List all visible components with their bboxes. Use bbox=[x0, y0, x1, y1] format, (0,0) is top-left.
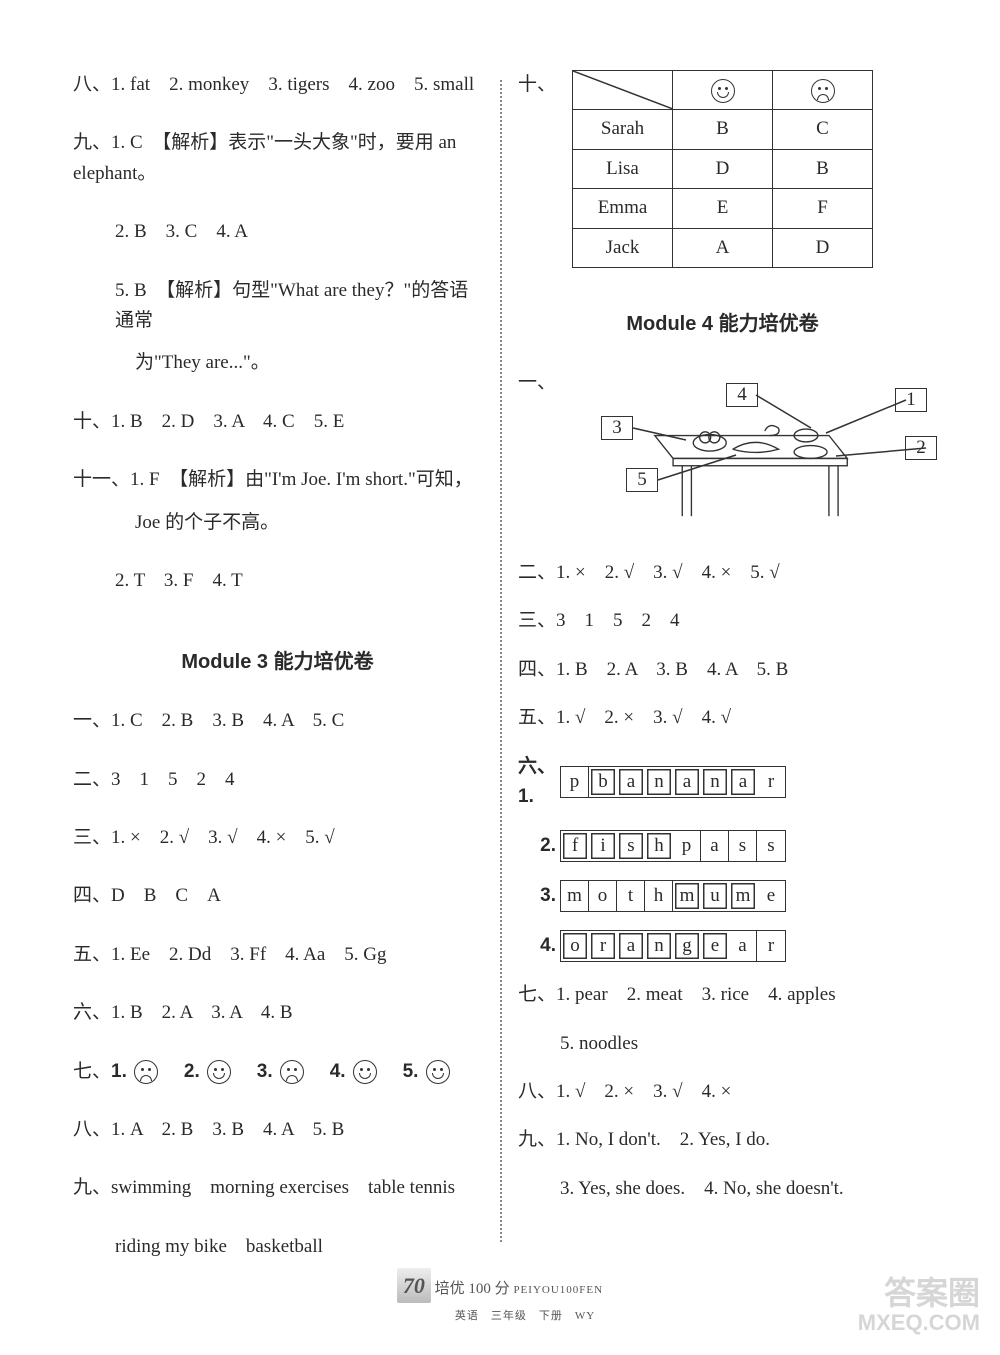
m3-1: 一、1. C 2. B 3. B 4. A 5. C bbox=[73, 706, 482, 736]
table-row: SarahBC bbox=[573, 110, 873, 149]
table-row bbox=[573, 71, 873, 110]
table-row: LisaDB bbox=[573, 149, 873, 188]
word-row: 六、1.pbananar bbox=[518, 752, 927, 813]
m3-8: 八、1. A 2. B 3. B 4. A 5. B bbox=[73, 1115, 482, 1145]
word-row: 4.orangear bbox=[518, 930, 927, 962]
right-column: 十、 SarahBC LisaDB EmmaEF JackAD Module 4… bbox=[500, 70, 945, 1262]
m4-9a: 九、1. No, I don't. 2. Yes, I do. bbox=[518, 1125, 927, 1155]
table-diagram: 1 2 3 4 5 bbox=[556, 378, 927, 538]
table-row: JackAD bbox=[573, 228, 873, 267]
table-row: EmmaEF bbox=[573, 189, 873, 228]
m3-3: 三、1. × 2. √ 3. √ 4. × 5. √ bbox=[73, 823, 482, 853]
m4-5: 五、1. √ 2. × 3. √ 4. √ bbox=[518, 703, 927, 733]
diagram-label: 3 bbox=[601, 416, 633, 440]
m3-7: 七、1. 2. 3. 4. 5. bbox=[73, 1057, 482, 1087]
q9-2: 2. B 3. C 4. A bbox=[73, 217, 482, 247]
q10: 十、1. B 2. D 3. A 4. C 5. E bbox=[73, 407, 482, 437]
column-divider bbox=[500, 80, 502, 1242]
m4-4: 四、1. B 2. A 3. B 4. A 5. B bbox=[518, 655, 927, 685]
letter-boxes: mothmume bbox=[560, 880, 786, 912]
m3-4: 四、D B C A bbox=[73, 881, 482, 911]
q9-1: 九、1. C 【解析】表示"一头大象"时，要用 an elephant。 bbox=[73, 128, 482, 189]
m4-8: 八、1. √ 2. × 3. √ 4. × bbox=[518, 1077, 927, 1107]
q11-1b: Joe 的个子不高。 bbox=[73, 508, 482, 538]
word-row: 2.fishpass bbox=[518, 830, 927, 862]
footer-sub: 英语 三年级 下册 WY bbox=[455, 1310, 595, 1322]
happy-face-icon bbox=[207, 1060, 231, 1084]
m4-9b: 3. Yes, she does. 4. No, she doesn't. bbox=[518, 1174, 927, 1204]
happy-face-icon bbox=[711, 79, 735, 103]
m3-6: 六、1. B 2. A 3. A 4. B bbox=[73, 998, 482, 1028]
page-number: 70 bbox=[397, 1268, 431, 1303]
diagram-label: 4 bbox=[726, 383, 758, 407]
diagram-label: 5 bbox=[626, 468, 658, 492]
footer-pinyin: PEIYOU100FEN bbox=[513, 1284, 603, 1296]
sad-face-icon bbox=[134, 1060, 158, 1084]
sad-face-icon bbox=[280, 1060, 304, 1084]
m4-6: 六、1.pbananar 2.fishpass 3.mothmume 4.ora… bbox=[518, 752, 927, 963]
m3-5: 五、1. Ee 2. Dd 3. Ff 4. Aa 5. Gg bbox=[73, 940, 482, 970]
q11-1a: 十一、1. F 【解析】由"I'm Joe. I'm short."可知， bbox=[73, 465, 482, 495]
letter-boxes: orangear bbox=[560, 930, 786, 962]
footer-title: 培优 100 分 bbox=[435, 1281, 510, 1297]
q8: 八、1. fat 2. monkey 3. tigers 4. zoo 5. s… bbox=[73, 70, 482, 100]
q9-5a: 5. B 【解析】句型"What are they？"的答语通常 bbox=[73, 276, 482, 337]
letter-boxes: fishpass bbox=[560, 830, 786, 862]
happy-face-icon bbox=[426, 1060, 450, 1084]
r-q10: 十、 SarahBC LisaDB EmmaEF JackAD bbox=[518, 70, 927, 268]
left-column: 八、1. fat 2. monkey 3. tigers 4. zoo 5. s… bbox=[55, 70, 500, 1262]
q9-5b: 为"They are..."。 bbox=[73, 348, 482, 378]
m4-7b: 5. noodles bbox=[518, 1029, 927, 1059]
m4-2: 二、1. × 2. √ 3. √ 4. × 5. √ bbox=[518, 558, 927, 588]
answer-table: SarahBC LisaDB EmmaEF JackAD bbox=[572, 70, 873, 268]
q11-2: 2. T 3. F 4. T bbox=[73, 566, 482, 596]
letter-boxes: pbananar bbox=[560, 766, 786, 798]
diagram-label: 2 bbox=[905, 436, 937, 460]
m3-9b: riding my bike basketball bbox=[73, 1232, 482, 1262]
m4-7a: 七、1. pear 2. meat 3. rice 4. apples bbox=[518, 980, 927, 1010]
m4-3: 三、3 1 5 2 4 bbox=[518, 606, 927, 636]
module3-title: Module 3 能力培优卷 bbox=[73, 646, 482, 678]
word-row: 3.mothmume bbox=[518, 880, 927, 912]
sad-face-icon bbox=[811, 79, 835, 103]
page-body: 八、1. fat 2. monkey 3. tigers 4. zoo 5. s… bbox=[0, 0, 1000, 1342]
r-q10-prefix: 十、 bbox=[518, 70, 556, 100]
watermark: 答案圈 MXEQ.COM bbox=[858, 1276, 980, 1335]
module4-title: Module 4 能力培优卷 bbox=[518, 308, 927, 340]
page-footer: 70 培优 100 分 PEIYOU100FEN 英语 三年级 下册 WY bbox=[0, 1268, 1000, 1327]
diagram-label: 1 bbox=[895, 388, 927, 412]
happy-face-icon bbox=[353, 1060, 377, 1084]
m3-9a: 九、swimming morning exercises table tenni… bbox=[73, 1173, 482, 1203]
m4-1: 一、 1 2 3 bbox=[518, 368, 927, 558]
table-drawing bbox=[636, 408, 866, 518]
m3-2: 二、3 1 5 2 4 bbox=[73, 765, 482, 795]
